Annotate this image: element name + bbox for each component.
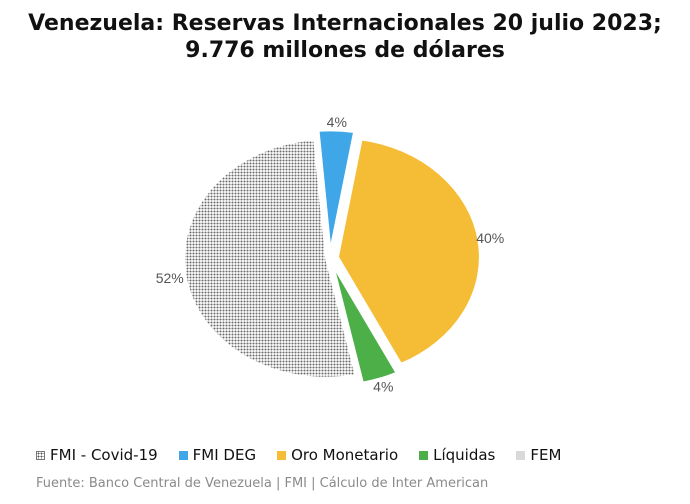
source-note: Fuente: Banco Central de Venezuela | FMI…	[36, 476, 489, 491]
pie-slice-fmi-covid[interactable]	[183, 138, 357, 379]
pie-slice-oro[interactable]	[336, 138, 481, 366]
pie-slice-fmi-deg[interactable]	[317, 129, 356, 250]
legend-swatch-fem	[516, 450, 526, 460]
legend: FMI - Covid-19 FMI DEG Oro Monetario Líq…	[36, 445, 582, 465]
legend-label-oro: Oro Monetario	[291, 446, 399, 464]
legend-swatch-oro	[277, 450, 287, 460]
data-label-fmi-deg: 4%	[327, 114, 347, 130]
legend-label-fmi-deg: FMI DEG	[192, 446, 257, 464]
legend-item-fmi-covid[interactable]: FMI - Covid-19	[36, 446, 158, 464]
legend-item-liquidas[interactable]: Líquidas	[419, 446, 495, 464]
data-label-oro: 40%	[476, 230, 504, 246]
legend-swatch-liquidas	[419, 450, 429, 460]
legend-item-oro[interactable]: Oro Monetario	[277, 446, 398, 464]
data-label-fmi-covid: 52%	[156, 270, 184, 286]
chart-title-line-2: 9.776 millones de dólares	[185, 38, 505, 63]
chart-title: Venezuela: Reservas Internacionales 20 j…	[0, 10, 690, 64]
legend-swatch-fmi-covid	[36, 450, 45, 460]
legend-label-fmi-covid: FMI - Covid-19	[50, 446, 158, 464]
legend-item-fmi-deg[interactable]: FMI DEG	[178, 446, 257, 464]
pie-slice-liquidas[interactable]	[332, 265, 398, 384]
legend-label-liquidas: Líquidas	[433, 446, 496, 464]
chart-title-line-1: Venezuela: Reservas Internacionales 20 j…	[28, 11, 662, 36]
legend-label-fem: FEM	[530, 446, 562, 464]
legend-swatch-fmi-deg	[178, 450, 188, 460]
data-label-liquidas: 4%	[373, 379, 393, 395]
legend-item-fem[interactable]: FEM	[516, 446, 561, 464]
